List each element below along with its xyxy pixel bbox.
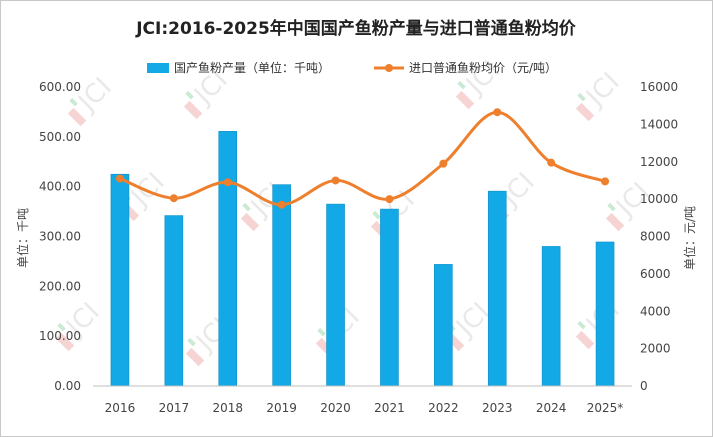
watermark-j-shape: [55, 332, 75, 352]
watermark-j-shape: [605, 212, 625, 232]
price-point-2021: [385, 195, 394, 204]
x-tick-label: 2022: [428, 401, 459, 415]
right-tick-label: 16000: [640, 80, 678, 94]
price-point-2025*: [601, 177, 610, 186]
bar-2018: [218, 131, 238, 387]
watermark-j-shape: [67, 107, 87, 127]
x-tick-label: 2017: [159, 401, 190, 415]
price-point-2020: [331, 176, 340, 185]
watermark-g-shape: [317, 327, 326, 337]
bar-2016: [110, 173, 130, 387]
bar-2023: [487, 190, 507, 387]
watermark-g-shape: [607, 202, 616, 212]
legend-line-label: 进口普通鱼粉均价（元/吨）: [409, 61, 557, 75]
price-point-2016: [115, 174, 124, 183]
right-tick-label: 14000: [640, 117, 678, 131]
left-tick-label: 200.00: [39, 279, 81, 293]
bar-2020: [326, 203, 345, 387]
right-tick-label: 0: [640, 379, 648, 393]
line-series: [115, 108, 610, 209]
x-axis-ticks: 2016 2017 2018 2019 2020 2021 2022 2023 2024 2025…: [105, 401, 624, 415]
bar-2024: [541, 246, 561, 387]
left-axis-ticks: 0.00 100.00 200.00 300.00 400.00 500.00 600.00: [39, 80, 81, 393]
watermark-g-shape: [69, 97, 78, 107]
x-tick-label: 2023: [482, 401, 513, 415]
legend-bar-swatch: [147, 63, 169, 73]
bar-2017: [164, 215, 184, 387]
left-tick-label: 400.00: [39, 180, 81, 194]
watermark-j-shape: [183, 100, 203, 120]
left-tick-label: 600.00: [39, 80, 81, 94]
bar-2019: [272, 184, 291, 387]
x-tick-label: 2019: [266, 401, 297, 415]
x-tick-label: 2024: [536, 401, 567, 415]
bar-2025*: [595, 241, 615, 387]
watermark-g-shape: [187, 337, 196, 347]
chart-title: JCI:2016-2025年中国国产鱼粉产量与进口普通鱼粉均价: [135, 18, 577, 39]
left-tick-label: 300.00: [39, 230, 81, 244]
watermark-g-shape: [577, 320, 586, 330]
right-axis-title: 单位：元/吨: [682, 206, 697, 270]
right-tick-label: 2000: [640, 342, 671, 356]
price-line-path: [118, 110, 607, 207]
right-tick-label: 12000: [640, 155, 678, 169]
left-axis-title: 单位：千吨: [15, 208, 30, 268]
legend-line-marker: [385, 64, 393, 72]
price-point-2024: [547, 158, 556, 167]
watermark-j-shape: [240, 212, 260, 232]
left-tick-label: 500.00: [39, 130, 81, 144]
watermark-j-shape: [575, 102, 595, 122]
left-tick-label: 100.00: [39, 329, 81, 343]
bar-2021: [380, 208, 399, 387]
right-tick-label: 4000: [640, 304, 671, 318]
left-tick-label: 0.00: [54, 379, 81, 393]
watermark-g-shape: [577, 92, 586, 102]
x-tick-label: 2020: [320, 401, 351, 415]
price-point-2017: [169, 194, 178, 203]
x-tick-label: 2018: [212, 401, 243, 415]
watermark-g-shape: [242, 202, 251, 212]
watermark-j-shape: [575, 330, 595, 350]
watermark-g-shape: [185, 90, 194, 100]
right-tick-label: 10000: [640, 192, 678, 206]
x-tick-label: 2021: [374, 401, 405, 415]
watermark-j-shape: [185, 347, 205, 367]
legend: 国产鱼粉产量（单位：千吨） 进口普通鱼粉均价（元/吨）: [147, 60, 557, 75]
x-tick-label: 2025*: [587, 401, 624, 415]
watermark-j-shape: [455, 90, 475, 110]
watermark-g-shape: [57, 322, 66, 332]
x-tick-label: 2016: [105, 401, 136, 415]
watermark-g-shape: [372, 210, 381, 220]
price-point-2018: [223, 178, 232, 187]
right-axis-ticks: 0 2000 4000 6000 8000 10000 12000 14000 16000: [640, 80, 678, 393]
bar-2022: [434, 264, 453, 387]
price-point-2019: [277, 200, 286, 209]
watermark-g-shape: [457, 80, 466, 90]
bar-series: [110, 131, 615, 387]
price-point-2022: [439, 159, 448, 168]
price-point-2023: [493, 108, 502, 117]
right-tick-label: 8000: [640, 230, 671, 244]
legend-bar-label: 国产鱼粉产量（单位：千吨）: [174, 60, 330, 75]
right-tick-label: 6000: [640, 267, 671, 281]
